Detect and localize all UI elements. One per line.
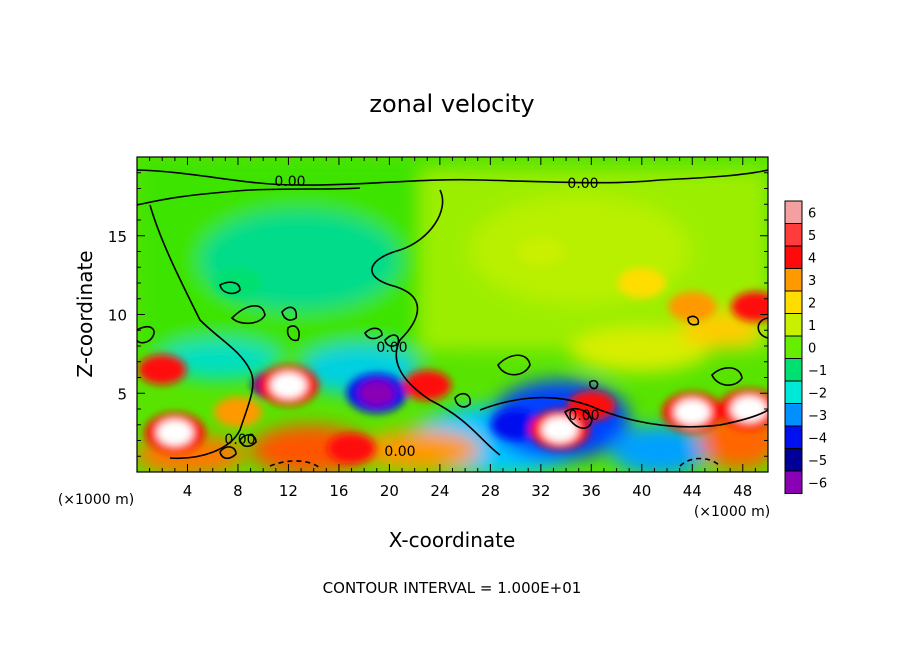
colorbar-cell: [784, 425, 803, 449]
colorbar-label: 1: [808, 319, 816, 334]
colorbar-cell: [784, 290, 803, 314]
x-tick-label: 12: [279, 482, 298, 500]
x-tick-label: 36: [582, 482, 601, 500]
y-tick-label: 5: [117, 385, 127, 403]
x-tick-label: 8: [233, 482, 243, 500]
x-tick-label: 16: [329, 482, 348, 500]
velocity-features: [138, 236, 768, 464]
x-tick-label: 24: [430, 482, 449, 500]
velocity-feature: [270, 372, 307, 399]
contour-label: 0.00: [224, 432, 255, 448]
y-tick-label: 15: [108, 228, 127, 246]
colorbar-cell: [784, 223, 803, 247]
x-axis: 4 8 12 16 20 24 28 32 36 40 44 48: [149, 157, 756, 500]
contour-labels: 0.00 0.00 0.00 0.00 0.00 0.00: [224, 174, 599, 460]
colorbar-label: −6: [808, 476, 827, 491]
colorbar-cell: [784, 380, 803, 404]
plot-area: 0.00 0.00 0.00 0.00 0.00 0.00: [137, 157, 768, 472]
colorbar-cell: [784, 245, 803, 269]
colorbar-label: 4: [808, 251, 816, 266]
x-tick-label: 40: [632, 482, 651, 500]
velocity-feature: [213, 268, 262, 298]
colorbar-label: 0: [808, 341, 816, 356]
x-tick-label: 48: [733, 482, 752, 500]
colorbar-cell: [784, 470, 803, 494]
x-tick-label: 44: [683, 482, 702, 500]
colorbar-label: −2: [808, 386, 827, 401]
x-tick-label: 20: [380, 482, 399, 500]
velocity-feature: [403, 370, 452, 401]
colorbar-cell: [784, 200, 803, 224]
zero-contours: [137, 169, 768, 469]
colorbar: 6 5 4 3 2 1 0 −1 −2 −3 −4 −5 −6: [784, 200, 827, 494]
x-tick-label: 32: [531, 482, 550, 500]
velocity-feature: [516, 236, 565, 267]
contour-label: 0.00: [568, 408, 599, 424]
contour-label: 0.00: [567, 176, 598, 192]
x-axis-label: X-coordinate: [389, 528, 516, 552]
colorbar-cell: [784, 403, 803, 427]
x-tick-label: 28: [481, 482, 500, 500]
colorbar-cell: [784, 358, 803, 382]
colorbar-cell: [784, 448, 803, 472]
contour-label: 0.00: [376, 340, 407, 356]
chart-title: zonal velocity: [369, 90, 534, 118]
velocity-feature: [358, 380, 395, 407]
colorbar-label: 3: [808, 274, 816, 289]
velocity-feature: [327, 433, 376, 464]
colorbar-cell: [784, 313, 803, 337]
contour-label: 0.00: [384, 444, 415, 460]
colorbar-label: 2: [808, 296, 816, 311]
x-tick-label: 4: [183, 482, 193, 500]
velocity-feature: [213, 397, 262, 428]
colorbar-label: −5: [808, 454, 827, 469]
colorbar-label: −3: [808, 409, 827, 424]
colorbar-cell: [784, 335, 803, 359]
velocity-feature: [491, 409, 540, 440]
colorbar-label: 6: [808, 206, 816, 221]
velocity-feature: [674, 399, 711, 426]
y-axis-label: Z-coordinate: [73, 250, 97, 377]
velocity-feature: [731, 291, 768, 322]
velocity-feature: [138, 354, 187, 385]
velocity-feature: [617, 268, 666, 298]
colorbar-label: −1: [808, 364, 827, 379]
colorbar-label: −4: [808, 431, 827, 446]
velocity-feature: [156, 419, 193, 446]
y-tick-label: 10: [108, 307, 127, 325]
x-unit-label: (×1000 m): [694, 504, 770, 520]
velocity-feature: [541, 416, 578, 443]
contour-interval-footer: CONTOUR INTERVAL = 1.000E+01: [323, 579, 582, 597]
z-unit-label: (×1000 m): [58, 492, 134, 508]
y-axis: 5 10 15: [108, 172, 768, 457]
colorbar-cell: [784, 268, 803, 292]
contour-label: 0.00: [274, 174, 305, 190]
velocity-feature: [668, 291, 717, 322]
colorbar-label: 5: [808, 229, 816, 244]
